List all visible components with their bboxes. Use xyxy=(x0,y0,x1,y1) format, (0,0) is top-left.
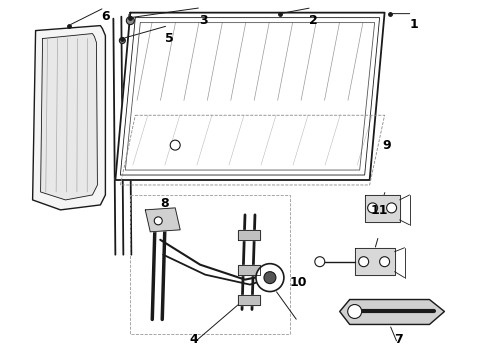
Polygon shape xyxy=(238,265,260,275)
Circle shape xyxy=(126,17,134,24)
Circle shape xyxy=(368,203,378,213)
Text: 10: 10 xyxy=(290,276,308,289)
Circle shape xyxy=(315,257,325,267)
Text: 5: 5 xyxy=(165,32,173,45)
Circle shape xyxy=(154,217,162,225)
Circle shape xyxy=(120,37,125,44)
Polygon shape xyxy=(238,294,260,305)
Circle shape xyxy=(359,257,368,267)
Text: 3: 3 xyxy=(199,14,208,27)
Circle shape xyxy=(387,203,396,213)
Text: 11: 11 xyxy=(370,204,388,217)
Circle shape xyxy=(170,140,180,150)
Text: 4: 4 xyxy=(189,333,198,346)
Text: 9: 9 xyxy=(382,139,391,152)
Polygon shape xyxy=(340,300,444,324)
Text: 8: 8 xyxy=(160,197,169,210)
Polygon shape xyxy=(115,13,385,180)
Circle shape xyxy=(256,264,284,292)
Circle shape xyxy=(380,257,390,267)
Circle shape xyxy=(348,305,362,319)
Circle shape xyxy=(264,272,276,284)
Polygon shape xyxy=(145,208,180,232)
Polygon shape xyxy=(355,248,394,275)
Polygon shape xyxy=(365,195,399,222)
Polygon shape xyxy=(238,230,260,240)
Polygon shape xyxy=(41,33,98,200)
Text: 2: 2 xyxy=(309,14,318,27)
Text: 1: 1 xyxy=(409,18,418,31)
Text: 7: 7 xyxy=(394,333,403,346)
Polygon shape xyxy=(33,26,105,210)
Text: 6: 6 xyxy=(101,10,110,23)
